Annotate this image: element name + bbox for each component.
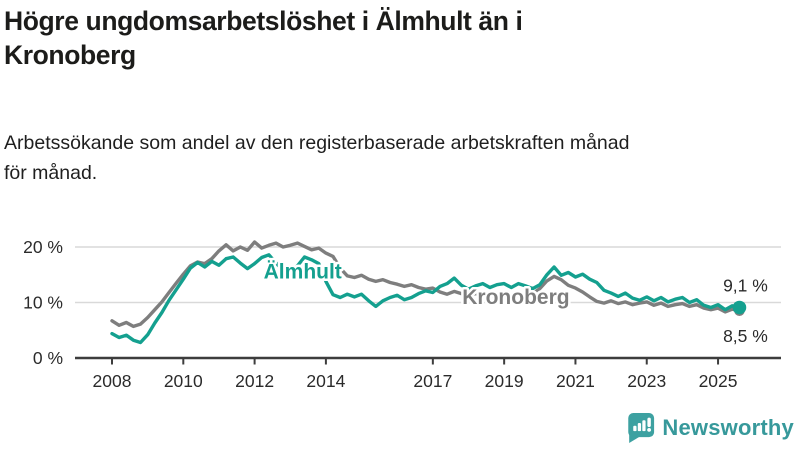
y-tick-label: 0 % (33, 348, 63, 368)
logo-exclamation-icon (647, 417, 652, 432)
newsworthy-wordmark: Newsworthy (662, 415, 794, 440)
x-tick-label: 2025 (699, 371, 738, 391)
-lmhult-line (110, 253, 742, 345)
newsworthy-logo-icon (628, 413, 655, 443)
x-tick-label: 2023 (627, 371, 666, 391)
kronoberg-line (110, 240, 742, 329)
x-tick-label: 2014 (306, 371, 345, 391)
y-tick-label: 20 % (23, 237, 63, 257)
end-label-älmhult: 9,1 % (723, 275, 768, 295)
x-tick-label: 2021 (556, 371, 595, 391)
end-label-kronoberg: 8,5 % (723, 326, 768, 346)
chart-title: Högre ungdomsarbetslöshet i Älmhult än i… (4, 6, 523, 71)
newsworthy-logo: Newsworthy (626, 412, 794, 444)
series-label-kronoberg: Kronoberg (462, 286, 569, 309)
logo-bars-icon (633, 420, 646, 432)
series-label--lmhult: Älmhult (264, 260, 342, 283)
x-tick-label: 2017 (413, 371, 452, 391)
x-tick-label: 2008 (93, 371, 132, 391)
x-tick-label: 2019 (485, 371, 524, 391)
x-tick-label: 2012 (235, 371, 274, 391)
-lmhult-end-dot (732, 300, 747, 315)
x-tick-label: 2010 (164, 371, 203, 391)
chart-subtitle: Arbetssökande som andel av den registerb… (4, 132, 630, 185)
y-tick-label: 10 % (23, 293, 63, 313)
